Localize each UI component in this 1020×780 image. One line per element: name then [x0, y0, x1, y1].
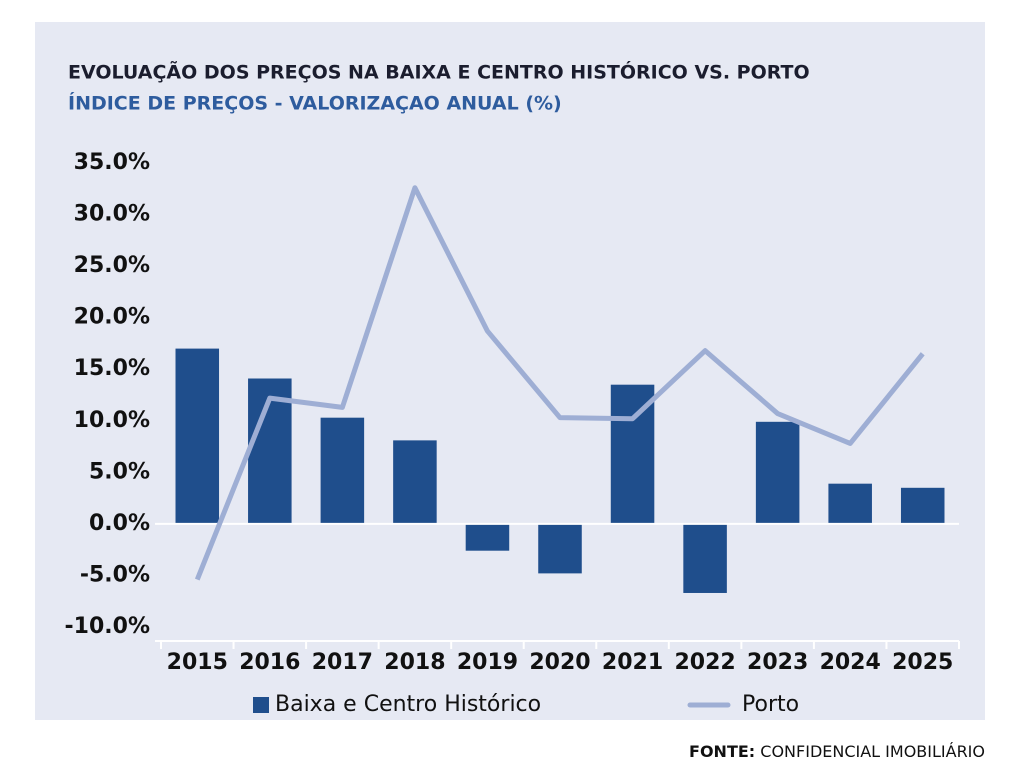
- chart-title: EVOLUAÇÃO DOS PREÇOS NA BAIXA E CENTRO H…: [68, 60, 810, 84]
- bar: [900, 487, 945, 524]
- x-tick-label: 2020: [529, 650, 590, 675]
- y-tick-label: -10.0%: [65, 614, 150, 639]
- x-tick-label: 2016: [239, 650, 300, 675]
- y-tick-label: 30.0%: [74, 202, 150, 227]
- y-tick-label: 10.0%: [74, 408, 150, 433]
- x-tick-label: 2019: [457, 650, 518, 675]
- legend-swatch: [253, 697, 269, 713]
- source-label: FONTE:: [689, 742, 755, 761]
- x-tick-label: 2018: [384, 650, 445, 675]
- source-text: CONFIDENCIAL IMOBILIÁRIO: [760, 742, 985, 761]
- y-tick-label: -5.0%: [80, 562, 150, 587]
- bar: [755, 421, 800, 524]
- line: [194, 185, 925, 581]
- y-tick-label: 35.0%: [74, 150, 150, 175]
- x-tick-label: 2025: [892, 650, 953, 675]
- legend-label: Baixa e Centro Histórico: [275, 692, 541, 717]
- bar: [828, 483, 872, 524]
- y-tick-label: 20.0%: [74, 305, 150, 330]
- bar: [393, 440, 437, 524]
- source: FONTE: CONFIDENCIAL IMOBILIÁRIO: [689, 742, 985, 761]
- y-tick-label: 5.0%: [89, 459, 150, 484]
- bar: [320, 417, 365, 524]
- bar: [175, 348, 220, 524]
- x-tick-label: 2021: [602, 650, 663, 675]
- legend-label: Porto: [742, 692, 799, 717]
- x-tick-label: 2017: [312, 650, 373, 675]
- x-tick-label: 2015: [167, 650, 228, 675]
- y-tick-label: 0.0%: [89, 511, 150, 536]
- x-tick-label: 2022: [674, 650, 735, 675]
- bar: [683, 523, 727, 593]
- x-tick-label: 2024: [820, 650, 881, 675]
- bar: [538, 523, 582, 574]
- x-tick-label: 2023: [747, 650, 808, 675]
- y-tick-label: 15.0%: [74, 356, 150, 381]
- y-tick-label: 25.0%: [74, 253, 150, 278]
- bar: [465, 523, 510, 551]
- chart-subtitle: ÍNDICE DE PREÇOS - VALORIZAÇAO ANUAL (%): [68, 92, 562, 115]
